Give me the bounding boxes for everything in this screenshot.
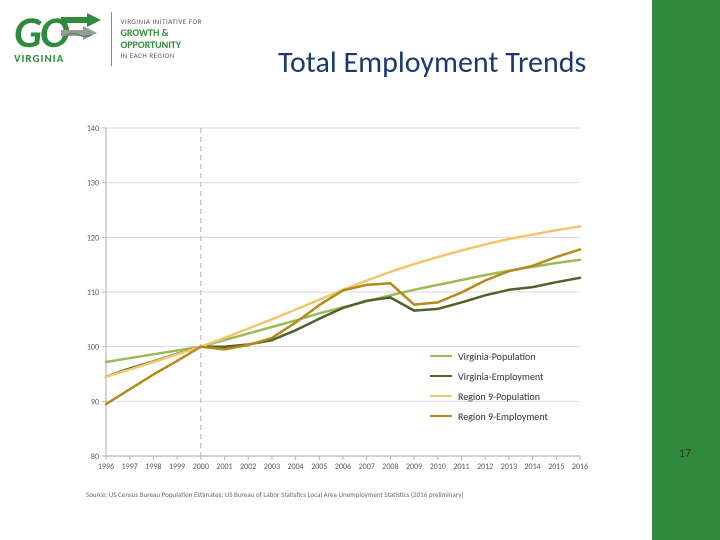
- legend-label: Virginia-Employment: [458, 370, 543, 383]
- legend-label: Region 9-Employment: [458, 410, 548, 423]
- legend-item: Region 9-Population: [430, 386, 548, 406]
- logo-right: VIRGINIA INITIATIVE FOR GROWTH & OPPORTU…: [120, 18, 202, 61]
- logo-divider: [111, 12, 112, 66]
- chart-container: 80 90 100 110 120 130 140 1996 1997 1998 1999 2000 2…: [72, 122, 592, 482]
- svg-text:2002: 2002: [240, 462, 256, 472]
- svg-text:90: 90: [91, 397, 99, 407]
- svg-text:1999: 1999: [169, 462, 185, 472]
- logo-arrows-icon: [61, 13, 103, 43]
- logo-left: GO VIRGINIA: [14, 13, 103, 66]
- logo-go-text: GO: [14, 13, 67, 53]
- legend-label: Virginia-Population: [458, 350, 536, 363]
- svg-text:2001: 2001: [216, 462, 232, 472]
- logo-virginia-text: VIRGINIA: [14, 52, 64, 65]
- svg-text:2016: 2016: [572, 462, 588, 472]
- logo: GO VIRGINIA VIRGINIA INITIATIVE FOR GROW…: [14, 6, 244, 72]
- svg-text:80: 80: [91, 452, 99, 462]
- bracket-right-icon: [690, 442, 700, 466]
- source-note: Source: US Census Bureau Population Esti…: [86, 490, 464, 499]
- svg-text:2011: 2011: [453, 462, 469, 472]
- page-title: Total Employment Trends: [278, 44, 586, 81]
- svg-text:110: 110: [87, 288, 99, 298]
- legend-swatch: [430, 375, 452, 377]
- page-number: 17: [679, 447, 691, 461]
- legend-swatch: [430, 415, 452, 417]
- line-chart: 80 90 100 110 120 130 140 1996 1997 1998 1999 2000 2…: [72, 122, 592, 482]
- svg-text:2007: 2007: [359, 462, 375, 472]
- svg-text:2014: 2014: [524, 462, 540, 472]
- svg-text:2004: 2004: [287, 462, 303, 472]
- slide-root: GO VIRGINIA VIRGINIA INITIATIVE FOR GROW…: [0, 0, 720, 540]
- svg-text:2009: 2009: [406, 462, 422, 472]
- svg-text:2010: 2010: [430, 462, 446, 472]
- page-number-badge: 17: [670, 442, 700, 466]
- legend-swatch: [430, 395, 452, 397]
- svg-text:2003: 2003: [264, 462, 280, 472]
- logo-tag2: IN EACH REGION: [120, 52, 202, 61]
- svg-text:2013: 2013: [501, 462, 517, 472]
- legend-item: Virginia-Employment: [430, 366, 548, 386]
- svg-text:130: 130: [87, 179, 99, 189]
- legend-swatch: [430, 355, 452, 357]
- svg-text:100: 100: [87, 343, 99, 353]
- svg-text:2015: 2015: [548, 462, 564, 472]
- logo-opportunity: OPPORTUNITY: [120, 39, 202, 52]
- legend-item: Region 9-Employment: [430, 406, 548, 426]
- svg-text:2008: 2008: [382, 462, 398, 472]
- svg-text:1997: 1997: [122, 462, 138, 472]
- svg-text:120: 120: [87, 233, 99, 243]
- svg-text:2000: 2000: [193, 462, 209, 472]
- chart-legend: Virginia-Population Virginia-Employment Re…: [430, 346, 548, 426]
- svg-text:2005: 2005: [311, 462, 327, 472]
- svg-text:2012: 2012: [477, 462, 493, 472]
- svg-text:2006: 2006: [335, 462, 351, 472]
- svg-text:140: 140: [87, 124, 99, 134]
- legend-item: Virginia-Population: [430, 346, 548, 366]
- svg-text:1996: 1996: [98, 462, 114, 472]
- legend-label: Region 9-Population: [458, 390, 540, 403]
- svg-text:1998: 1998: [145, 462, 161, 472]
